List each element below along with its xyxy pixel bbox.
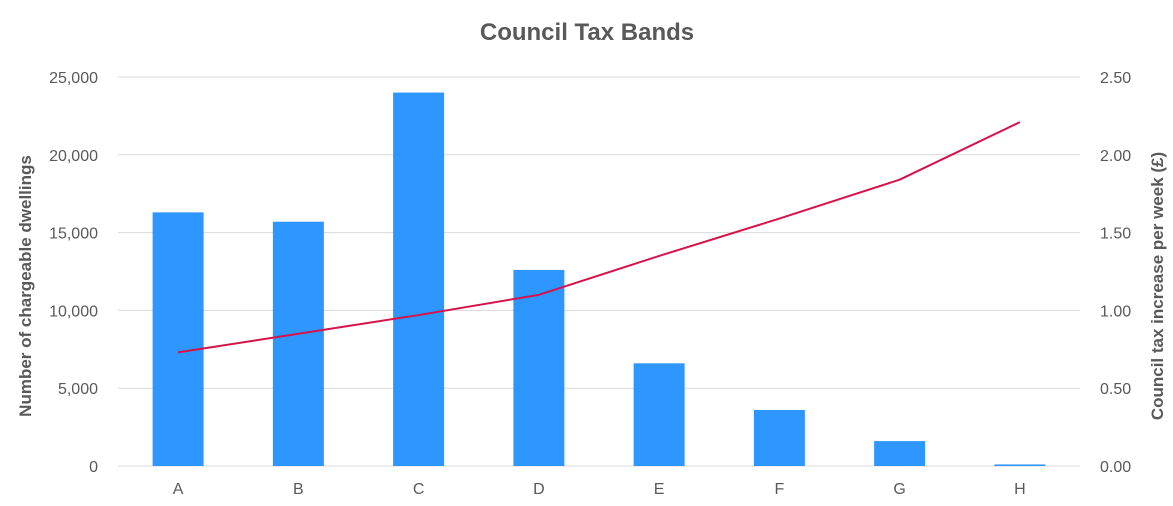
- bar-H: [994, 464, 1046, 466]
- x-tick-label: G: [893, 481, 905, 498]
- left-tick-label: 5,000: [58, 381, 98, 398]
- x-tick-label: D: [533, 481, 545, 498]
- right-tick-label: 1.00: [1100, 303, 1131, 320]
- right-tick-label: 2.00: [1100, 148, 1131, 165]
- x-tick-label: E: [654, 481, 665, 498]
- x-tick-label: A: [173, 481, 184, 498]
- right-tick-label: 2.50: [1100, 70, 1131, 87]
- left-tick-label: 0: [89, 459, 98, 476]
- bar-E: [633, 363, 685, 466]
- left-tick-label: 10,000: [49, 303, 98, 320]
- bar-G: [874, 441, 926, 466]
- left-tick-label: 15,000: [49, 226, 98, 243]
- bar-B: [272, 221, 324, 466]
- x-tick-label: F: [774, 481, 784, 498]
- right-tick-label: 0.00: [1100, 459, 1131, 476]
- bar-A: [152, 212, 204, 466]
- tax-increase-line: [177, 121, 1021, 354]
- x-tick-label: H: [1014, 481, 1026, 498]
- bar-D: [513, 269, 565, 466]
- bar-F: [753, 409, 805, 466]
- gridlines: [118, 76, 1080, 467]
- left-axis: 0 5,000 10,000 15,000 20,000 25,000: [49, 70, 98, 476]
- x-tick-label: B: [293, 481, 304, 498]
- line-series: [177, 121, 1021, 354]
- bar-C: [393, 92, 445, 466]
- left-tick-label: 25,000: [49, 70, 98, 87]
- right-axis: 0.00 0.50 1.00 1.50 2.00 2.50: [1100, 70, 1131, 476]
- right-axis-title: Council tax increase per week (£): [1148, 152, 1167, 420]
- left-axis-title: Number of chargeable dwellings: [16, 155, 35, 417]
- right-tick-label: 0.50: [1100, 381, 1131, 398]
- left-tick-label: 20,000: [49, 148, 98, 165]
- x-tick-label: C: [413, 481, 425, 498]
- right-tick-label: 1.50: [1100, 226, 1131, 243]
- x-axis: A B C D E F G H: [173, 481, 1026, 498]
- chart-title: Council Tax Bands: [480, 19, 694, 46]
- bar-series: [152, 92, 1046, 466]
